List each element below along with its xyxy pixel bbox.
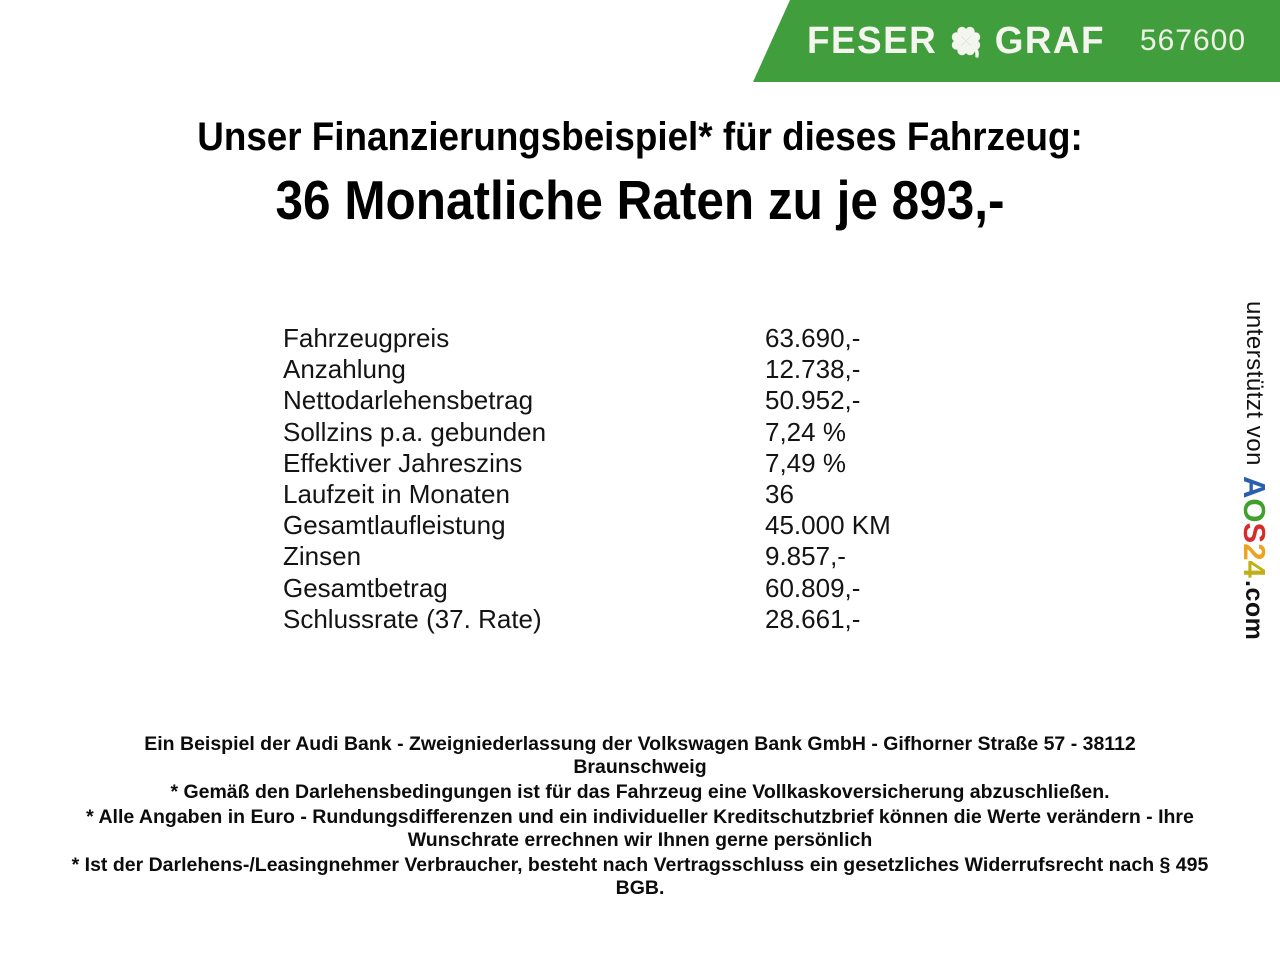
clover-icon (946, 21, 986, 61)
aos24-letter: 4 (1237, 560, 1272, 578)
disclaimer-vollkasko: * Gemäß den Darlehensbedingungen ist für… (170, 781, 1110, 803)
brand-name-first: FESER (807, 20, 938, 62)
row-label: Anzahlung (283, 354, 406, 385)
brand-logo: FESER (805, 21, 1107, 61)
table-row: Laufzeit in Monaten 36 (283, 479, 891, 510)
row-label: Effektiver Jahreszins (283, 447, 523, 478)
table-row: Anzahlung 12.738,- (283, 354, 891, 385)
disclaimer-bank: Ein Beispiel der Audi Bank - Zweignieder… (144, 733, 1136, 778)
title-line-1: Unser Finanzierungsbeispiel* für dieses … (197, 115, 1083, 159)
table-row: Sollzins p.a. gebunden 7,24 % (283, 417, 891, 448)
aos24-suffix: .com (1240, 579, 1268, 640)
row-label: Sollzins p.a. gebunden (283, 416, 547, 447)
table-row: Schlussrate (37. Rate) 28.661,- (283, 604, 891, 635)
row-value: 9.857,- (765, 541, 846, 572)
row-value: 45.000 KM (765, 510, 891, 541)
row-label: Zinsen (283, 541, 362, 572)
table-row: Zinsen 9.857,- (283, 541, 891, 572)
row-value: 28.661,- (765, 603, 861, 634)
title-line-2: 36 Monatliche Raten zu je 893,- (275, 169, 1005, 231)
brand-banner: FESER (753, 0, 1280, 82)
aos24-letter: S (1237, 522, 1272, 544)
row-label: Fahrzeugpreis (283, 323, 450, 354)
table-row: Gesamtbetrag 60.809,- (283, 573, 891, 604)
disclaimer-block: Ein Beispiel der Audi Bank - Zweignieder… (0, 733, 1280, 902)
row-value: 7,49 % (765, 447, 846, 478)
financing-table: Fahrzeugpreis 63.690,- Anzahlung 12.738,… (283, 323, 891, 635)
row-value: 50.952,- (765, 385, 861, 416)
table-row: Gesamtlaufleistung 45.000 KM (283, 510, 891, 541)
row-value: 7,24 % (765, 416, 846, 447)
row-value: 36 (765, 479, 794, 510)
disclaimer-angaben: * Alle Angaben in Euro - Rundungsdiffere… (86, 806, 1194, 851)
row-value: 60.809,- (765, 572, 861, 603)
vehicle-number: 567600 (1139, 24, 1246, 57)
table-row: Effektiver Jahreszins 7,49 % (283, 448, 891, 479)
aos24-letter: 2 (1237, 543, 1272, 561)
aos24-letter: A (1237, 475, 1272, 499)
row-value: 12.738,- (765, 354, 861, 385)
row-label: Gesamtlaufleistung (283, 510, 506, 541)
row-label: Gesamtbetrag (283, 572, 448, 603)
disclaimer-widerruf: * Ist der Darlehens-/Leasingnehmer Verbr… (71, 854, 1209, 899)
row-value: 63.690,- (765, 323, 861, 354)
brand-name-second: GRAF (994, 20, 1106, 62)
row-label: Laufzeit in Monaten (283, 479, 510, 510)
support-badge-prefix: unterstützt von (1241, 301, 1268, 466)
aos24-logo: AOS24 (1237, 466, 1272, 578)
row-label: Schlussrate (37. Rate) (283, 603, 542, 634)
table-row: Nettodarlehensbetrag 50.952,- (283, 385, 891, 416)
row-label: Nettodarlehensbetrag (283, 385, 534, 416)
support-badge: unterstützt vonAOS24.com (1236, 301, 1272, 681)
table-row: Fahrzeugpreis 63.690,- (283, 323, 891, 354)
title-block: Unser Finanzierungsbeispiel* für dieses … (0, 115, 1280, 232)
aos24-letter: O (1237, 498, 1272, 523)
